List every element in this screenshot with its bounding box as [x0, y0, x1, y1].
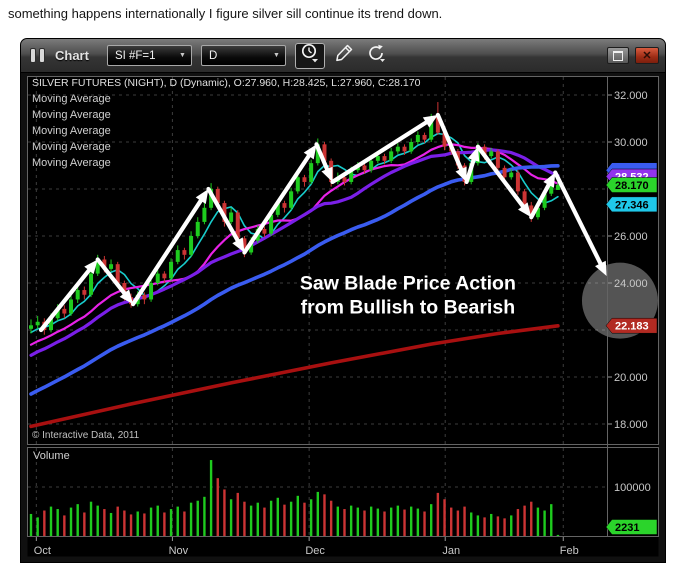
svg-text:Feb: Feb — [560, 545, 579, 557]
page-note: something happens internationally I figu… — [8, 6, 443, 21]
svg-text:18.000: 18.000 — [614, 419, 648, 431]
svg-text:Saw Blade Price Action: Saw Blade Price Action — [300, 273, 516, 295]
svg-text:Nov: Nov — [169, 545, 189, 557]
svg-text:Oct: Oct — [34, 545, 51, 557]
close-window-button[interactable]: ✕ — [635, 47, 659, 64]
volume-panel-label: Volume — [33, 450, 70, 462]
period-dropdown[interactable]: D ▼ — [200, 45, 286, 66]
window-titlebar[interactable]: Chart SI #F=1 ▼ D ▼ — [21, 39, 665, 73]
sawblade-arrows — [38, 112, 607, 333]
ma-legend-label: Moving Average — [32, 93, 111, 105]
pencil-icon — [334, 43, 354, 68]
svg-text:24.000: 24.000 — [614, 278, 648, 290]
svg-text:26.000: 26.000 — [614, 231, 648, 243]
svg-text:Jan: Jan — [442, 545, 460, 557]
copyright-text: © Interactive Data, 2011 — [32, 430, 140, 441]
ma-legend-label: Moving Average — [32, 125, 111, 137]
window-title: Chart — [55, 48, 89, 63]
chart-window: Chart SI #F=1 ▼ D ▼ — [20, 38, 666, 563]
svg-text:from Bullish to Bearish: from Bullish to Bearish — [301, 297, 516, 319]
ma-legend-label: Moving Average — [32, 141, 111, 153]
instrument-header: SILVER FUTURES (NIGHT), D (Dynamic), O:2… — [32, 77, 421, 89]
restore-icon — [613, 50, 623, 61]
svg-text:28.170: 28.170 — [615, 180, 649, 192]
symbol-dropdown-value: SI #F=1 — [114, 49, 156, 62]
draw-tool-button[interactable] — [331, 44, 357, 68]
refresh-button[interactable] — [363, 44, 389, 68]
svg-text:2231: 2231 — [615, 522, 639, 534]
chart-canvas[interactable]: 32.000 30.000 26.000 24.000 20.000 18.000 Oct N… — [21, 73, 666, 563]
svg-text:22.183: 22.183 — [615, 321, 649, 333]
time-interval-button[interactable] — [294, 42, 325, 69]
close-icon: ✕ — [642, 50, 652, 62]
refresh-icon — [366, 43, 386, 68]
chart-columns-icon — [30, 48, 45, 63]
ma-legend-label: Moving Average — [32, 109, 111, 121]
svg-text:32.000: 32.000 — [614, 90, 648, 102]
axis-labels: 32.000 30.000 26.000 24.000 20.000 18.000 Oct N… — [34, 90, 651, 557]
symbol-dropdown[interactable]: SI #F=1 ▼ — [106, 45, 192, 66]
price-volume-chart[interactable]: 32.000 30.000 26.000 24.000 20.000 18.000 Oct N… — [21, 73, 666, 563]
volume-bars — [29, 460, 560, 536]
svg-text:27.346: 27.346 — [615, 199, 649, 211]
chevron-down-icon: ▼ — [273, 52, 280, 59]
chevron-down-icon: ▼ — [179, 52, 186, 59]
svg-text:100000: 100000 — [614, 482, 651, 494]
svg-text:Dec: Dec — [305, 545, 325, 557]
clock-icon — [299, 43, 321, 68]
restore-window-button[interactable] — [607, 47, 629, 64]
svg-text:30.000: 30.000 — [614, 137, 648, 149]
period-dropdown-value: D — [208, 49, 218, 62]
svg-text:20.000: 20.000 — [614, 372, 648, 384]
ma-legend-label: Moving Average — [32, 157, 111, 169]
